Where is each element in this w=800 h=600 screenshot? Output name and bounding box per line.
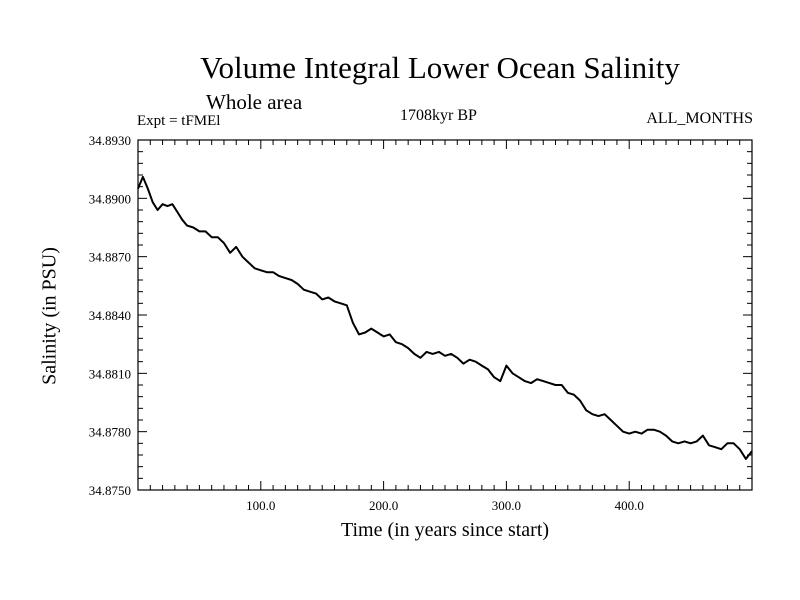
chart-title: Volume Integral Lower Ocean Salinity (200, 50, 680, 85)
y-tick-label: 34.8780 (89, 425, 131, 440)
y-tick-label: 34.8810 (89, 366, 131, 381)
salinity-series-line (137, 175, 753, 460)
axis-ticks (138, 140, 752, 490)
plot-frame (137, 139, 753, 491)
x-tick-label: 400.0 (615, 498, 644, 513)
experiment-label: Expt = tFMEl (137, 113, 221, 129)
y-tick-label: 34.8930 (89, 133, 131, 148)
y-tick-label: 34.8900 (89, 191, 131, 206)
chart-subtitle: Whole area (206, 90, 303, 114)
x-tick-label: 300.0 (492, 498, 521, 513)
x-axis-label: Time (in years since start) (340, 519, 550, 541)
y-axis-label: Salinity (in PSU) (38, 247, 61, 385)
y-tick-label: 34.8750 (89, 483, 131, 498)
y-tick-label: 34.8870 (89, 250, 131, 265)
x-tick-label: 100.0 (246, 498, 275, 513)
y-tick-label: 34.8840 (89, 308, 131, 323)
axis-tick-labels: 100.0 200.0 300.0 400.0 34.8930 34.8900 34.887… (89, 133, 644, 513)
period-label: 1708kyr BP (400, 107, 477, 124)
months-label: ALL_MONTHS (646, 110, 753, 127)
x-tick-label: 200.0 (369, 498, 398, 513)
